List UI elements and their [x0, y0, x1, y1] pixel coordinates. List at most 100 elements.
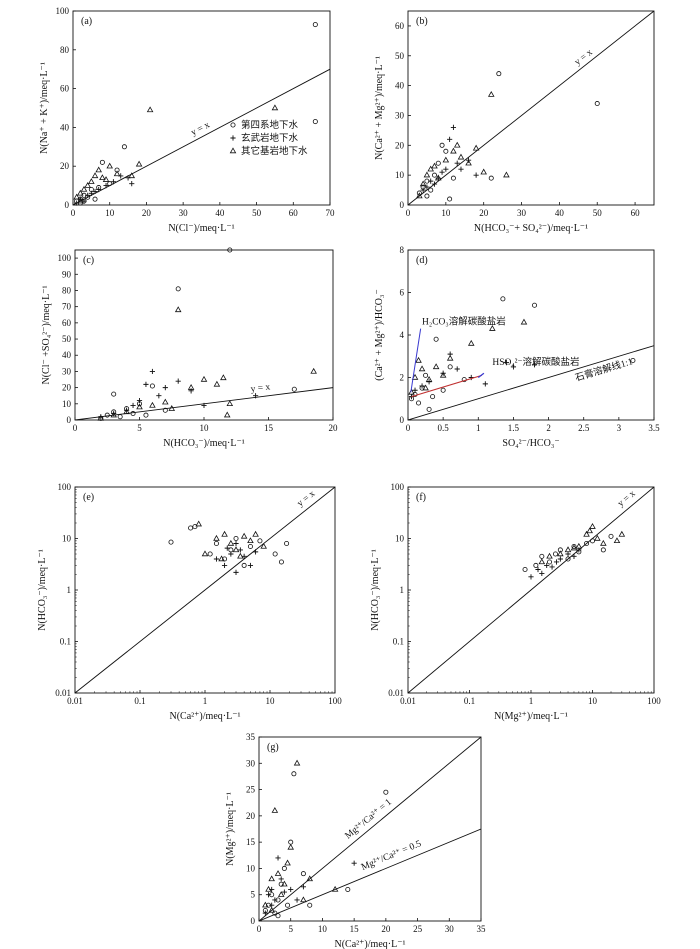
y-tick-label: 40 [60, 122, 70, 132]
marker-triangle-p4-s2-4 [227, 539, 235, 546]
x-axis-label: N(Ca²⁺)/meq·L⁻¹ [170, 711, 241, 722]
marker-circle-p5-s0-0 [522, 567, 528, 573]
marker-plus-p4-s1-1 [221, 562, 228, 569]
x-tick-label: 35 [477, 924, 487, 934]
marker-circle-p2-s0-1 [104, 412, 110, 418]
marker-triangle-p1-s2-7 [450, 147, 457, 154]
marker-plus-p2-s1-4 [143, 381, 149, 387]
marker-circle-p1-s0-10 [488, 175, 494, 181]
marker-circle-p1-s0-8 [447, 196, 453, 202]
marker-triangle-p2-s2-12 [226, 400, 234, 407]
marker-circle-p2-s0-7 [143, 412, 149, 418]
line-label: Mg²⁺/Ca²⁺ = 1 [344, 797, 394, 841]
y-tick-label: 60 [395, 21, 405, 31]
y-tick-label: 25 [246, 785, 256, 795]
x-tick-label: 50 [252, 208, 262, 218]
marker-triangle-p4-s2-6 [240, 532, 248, 539]
x-tick-label: 20 [329, 423, 339, 433]
marker-circle-p5-s0-6 [565, 556, 571, 562]
y-tick-label: 0 [400, 200, 405, 210]
reference-line [259, 828, 481, 921]
marker-circle-p3-s0-2 [416, 400, 422, 406]
y-tick-label: 100 [56, 6, 70, 16]
marker-circle-p0-s0-9 [121, 144, 127, 150]
marker-circle-p0-s0-11 [312, 119, 318, 125]
x-tick-label: 10 [266, 696, 276, 706]
marker-plus-p6-s1-4 [275, 855, 281, 861]
marker-plus-p2-s1-8 [175, 378, 181, 384]
marker-circle-p6-s0-3 [272, 910, 278, 916]
x-tick-label: 0 [406, 208, 411, 218]
x-tick-label: 0 [73, 423, 78, 433]
marker-triangle-p0-s2-13 [271, 104, 279, 111]
marker-triangle-p6-s2-6 [281, 880, 288, 887]
marker-plus-p5-s1-8 [553, 559, 560, 565]
marker-circle-p3-s0-8 [447, 364, 453, 370]
marker-plus-p0-s1-10 [85, 192, 91, 198]
marker-plus-p6-s1-0 [262, 910, 268, 916]
annotation-h2co3: H₂CO₃溶解碳酸盐岩 [422, 315, 506, 327]
x-tick-label: 100 [647, 696, 661, 706]
marker-circle-p2-s0-9 [162, 407, 168, 413]
y-tick-label: 20 [246, 811, 256, 821]
marker-circle-p4-s0-10 [272, 551, 278, 557]
marker-plus-p1-s1-5 [439, 169, 445, 175]
marker-circle-p3-s0-4 [423, 372, 429, 378]
x-tick-label: 60 [289, 208, 299, 218]
y-tick-label: 10 [62, 399, 72, 409]
marker-triangle-p1-s2-13 [472, 144, 480, 151]
y-tick-label: 50 [62, 334, 72, 344]
x-tick-label: 2 [546, 423, 551, 433]
marker-plus-p6-s1-5 [278, 876, 284, 882]
marker-plus-p4-s1-6 [247, 562, 254, 569]
x-tick-label: 1.5 [508, 423, 520, 433]
marker-triangle-p6-s2-1 [265, 885, 272, 892]
marker-plus-p1-s1-11 [473, 172, 479, 178]
y-tick-label: 0 [251, 916, 256, 926]
marker-circle-p1-s0-7 [443, 148, 449, 154]
marker-triangle-p1-s2-1 [419, 180, 427, 187]
marker-triangle-p3-s2-0 [408, 388, 415, 395]
marker-triangle-p5-s2-2 [557, 550, 564, 557]
marker-triangle-p6-s2-3 [271, 806, 279, 813]
marker-triangle-p4-s2-1 [201, 550, 209, 557]
marker-plus-p5-s1-1 [535, 566, 541, 573]
marker-circle-p4-s0-6 [233, 536, 239, 542]
marker-plus-p3-s1-9 [503, 360, 509, 366]
x-axis-label: SO₄²⁻/HCO₃⁻ [502, 438, 559, 449]
panel-0: 0 10 20 30 40 50 60 70 0 20 40 60 80 100 (a) N(Cl⁻)/meq… [39, 6, 335, 234]
marker-circle-p1-s0-13 [424, 193, 430, 199]
marker-circle-p0-s0-7 [107, 181, 113, 187]
marker-circle-p1-s0-3 [428, 187, 434, 193]
marker-circle-p2-s0-8 [149, 383, 155, 389]
y-tick-label: 10 [395, 170, 405, 180]
marker-triangle-p5-s2-4 [570, 544, 578, 551]
marker-circle-p6-s0-11 [307, 902, 313, 908]
marker-circle-p6-s0-13 [383, 789, 389, 795]
panel-5: 0.01 0.1 1 10 100 0.01 0.1 1 10 100 (f) N(Mg²⁺)/meq… [370, 482, 661, 722]
marker-triangle-p3-s2-7 [446, 354, 454, 361]
marker-circle-p6-s0-10 [300, 871, 306, 877]
marker-triangle-p1-s2-12 [503, 171, 510, 178]
panel-tag: (c) [83, 255, 94, 266]
marker-plus-p2-s1-11 [253, 393, 259, 399]
arrow-h2co3 [410, 328, 422, 393]
marker-circle-p1-s0-5 [435, 160, 441, 166]
panel-tag: (b) [416, 16, 428, 27]
marker-circle-p2-s0-3 [117, 414, 123, 420]
marker-circle-p4-s0-3 [213, 540, 219, 546]
marker-circle-p2-s0-10 [175, 286, 181, 292]
marker-plus-p4-s1-8 [233, 540, 239, 547]
marker-plus-p6-s1-10 [351, 860, 357, 866]
x-tick-label: 5 [288, 924, 293, 934]
marker-circle-p4-s0-12 [278, 559, 284, 565]
panel-tag: (g) [267, 742, 279, 753]
marker-triangle-p1-s2-10 [480, 168, 487, 175]
marker-triangle-p0-s2-12 [146, 106, 154, 113]
x-tick-label: 5 [137, 423, 142, 433]
y-tick-label: 6 [400, 288, 405, 298]
y-tick-label: 5 [251, 890, 256, 900]
legend-entry: 其它基岩地下水 [241, 145, 308, 157]
marker-circle-p1-s0-11 [496, 71, 502, 77]
marker-triangle-p0-s2-14 [102, 176, 110, 182]
